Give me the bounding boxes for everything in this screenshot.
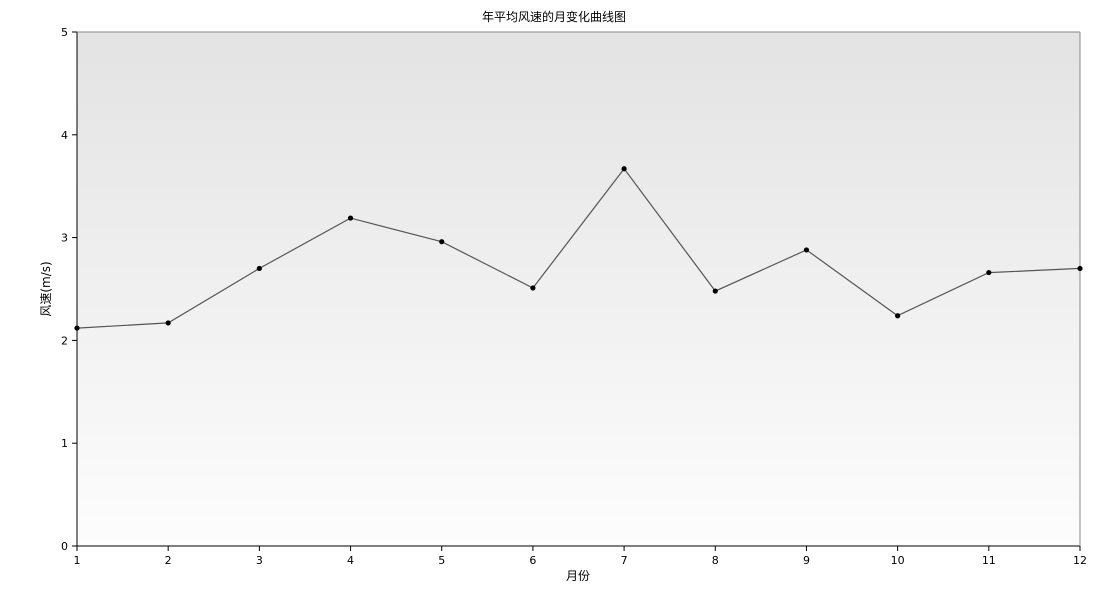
plot-area [77,32,1080,546]
x-tick-label-10: 10 [891,554,905,567]
x-axis-label: 月份 [566,569,590,583]
data-point-7 [621,166,627,172]
x-tick-label-8: 8 [712,554,719,567]
y-tick-label-0: 0 [61,540,68,553]
x-tick-label-9: 9 [803,554,810,567]
y-tick-label-5: 5 [61,26,68,39]
x-tick-label-2: 2 [165,554,172,567]
y-axis-label: 风速(m/s) [39,261,53,316]
data-point-6 [530,285,536,291]
series-marks [74,166,1083,331]
x-tick-label-5: 5 [438,554,445,567]
data-point-4 [347,215,354,221]
x-tick-label-1: 1 [74,554,81,567]
y-tick-label-2: 2 [61,334,68,347]
x-tick-label-7: 7 [621,554,628,567]
data-point-11 [986,269,992,276]
series-line-0 [76,167,1081,329]
y-tick-label-1: 1 [61,437,68,450]
data-point-8 [712,288,718,294]
data-point-2 [165,320,171,326]
x-tick-label-6: 6 [529,554,536,567]
x-tick-label-3: 3 [256,554,263,567]
x-tick-label-12: 12 [1073,554,1087,567]
x-tick-label-11: 11 [982,554,996,567]
data-point-5 [439,239,445,245]
data-point-12 [1077,265,1083,272]
x-tick-label-4: 4 [347,554,354,567]
y-tick-label-3: 3 [61,232,68,245]
data-point-9 [803,247,810,253]
chart-title: 年平均风速的月变化曲线图 [482,9,626,24]
data-point-10 [895,313,901,319]
data-point-1 [74,325,80,331]
y-tick-label-4: 4 [61,129,68,142]
data-point-3 [256,265,262,272]
